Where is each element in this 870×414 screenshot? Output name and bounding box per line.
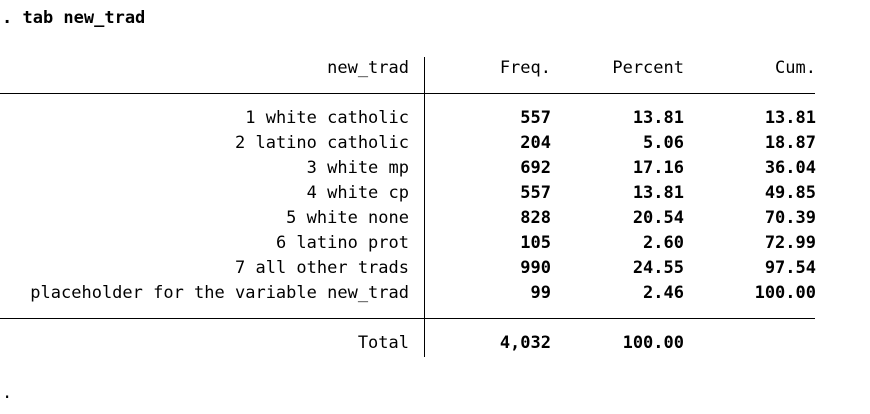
total-percent: 100.00 xyxy=(622,333,684,353)
row-freq: 204 xyxy=(520,133,551,153)
header-freq: Freq. xyxy=(499,58,551,78)
row-label: placeholder for the variable new_trad xyxy=(30,283,409,303)
row-label: 3 white mp xyxy=(306,158,409,178)
row-percent: 17.16 xyxy=(632,158,684,178)
header-percent: Percent xyxy=(612,58,684,78)
row-freq: 828 xyxy=(520,208,551,228)
row-label: 5 white none xyxy=(286,208,409,228)
row-label: 2 latino catholic xyxy=(235,133,409,153)
row-label: 4 white cp xyxy=(306,183,409,203)
row-percent: 20.54 xyxy=(632,208,684,228)
row-percent: 13.81 xyxy=(632,108,684,128)
row-freq: 99 xyxy=(530,283,551,303)
row-percent: 13.81 xyxy=(632,183,684,203)
row-cum: 97.54 xyxy=(764,258,816,278)
row-cum: 100.00 xyxy=(754,283,816,303)
row-freq: 105 xyxy=(520,233,551,253)
header-divider xyxy=(0,93,815,94)
row-percent: 24.55 xyxy=(632,258,684,278)
label-column-divider xyxy=(424,57,425,357)
row-percent: 2.60 xyxy=(643,233,684,253)
row-freq: 557 xyxy=(520,183,551,203)
command-prompt[interactable]: . xyxy=(2,383,13,403)
row-cum: 13.81 xyxy=(764,108,816,128)
row-percent: 2.46 xyxy=(643,283,684,303)
row-cum: 36.04 xyxy=(764,158,816,178)
row-label: 6 latino prot xyxy=(275,233,409,253)
row-freq: 692 xyxy=(520,158,551,178)
command-line: . tab new_trad xyxy=(2,8,146,28)
header-cum: Cum. xyxy=(775,58,816,78)
row-cum: 49.85 xyxy=(764,183,816,203)
total-label: Total xyxy=(357,333,409,353)
row-label: 1 white catholic xyxy=(245,108,409,128)
row-percent: 5.06 xyxy=(643,133,684,153)
row-cum: 18.87 xyxy=(764,133,816,153)
row-label: 7 all other trads xyxy=(235,258,409,278)
row-freq: 557 xyxy=(520,108,551,128)
row-cum: 72.99 xyxy=(764,233,816,253)
row-freq: 990 xyxy=(520,258,551,278)
header-variable: new_trad xyxy=(327,58,409,78)
total-freq: 4,032 xyxy=(499,333,551,353)
total-divider xyxy=(0,318,815,319)
row-cum: 70.39 xyxy=(764,208,816,228)
